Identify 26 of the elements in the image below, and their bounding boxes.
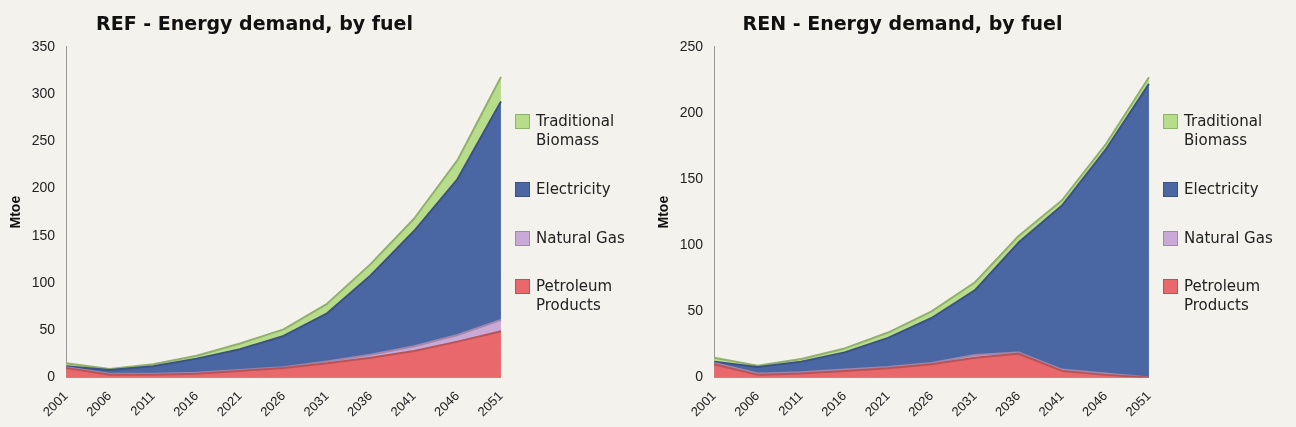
chart-title: REN - Energy demand, by fuel xyxy=(742,12,1063,35)
y-tick-label: 0 xyxy=(47,368,56,385)
y-tick-label: 200 xyxy=(679,103,704,120)
legend-label: Natural Gas xyxy=(1184,228,1274,248)
y-tick-label: 100 xyxy=(679,236,704,253)
y-tick-label: 250 xyxy=(679,37,704,54)
y-axis-title: Mtoe xyxy=(655,195,672,229)
y-tick-label: 200 xyxy=(31,179,56,196)
chart-title: REF - Energy demand, by fuel xyxy=(96,12,413,35)
legend-label: Petroleum Products xyxy=(536,277,614,315)
legend-label: Natural Gas xyxy=(536,228,626,248)
y-tick-label: 350 xyxy=(31,37,56,54)
y-tick-label: 250 xyxy=(31,132,56,149)
y-tick-label: 50 xyxy=(687,302,704,319)
legend-label: Traditional Biomass xyxy=(536,112,616,150)
y-tick-label: 0 xyxy=(695,368,704,385)
legend-label: Electricity xyxy=(536,179,612,199)
legend-label: Electricity xyxy=(1184,179,1260,199)
y-tick-label: 300 xyxy=(31,84,56,101)
y-tick-label: 150 xyxy=(679,169,704,186)
y-tick-label: 50 xyxy=(39,321,56,338)
y-tick-label: 150 xyxy=(31,226,56,243)
y-tick-label: 100 xyxy=(31,273,56,290)
legend-label: Petroleum Products xyxy=(1184,277,1262,315)
legend-label: Traditional Biomass xyxy=(1184,112,1264,150)
y-axis-title: Mtoe xyxy=(7,195,24,229)
